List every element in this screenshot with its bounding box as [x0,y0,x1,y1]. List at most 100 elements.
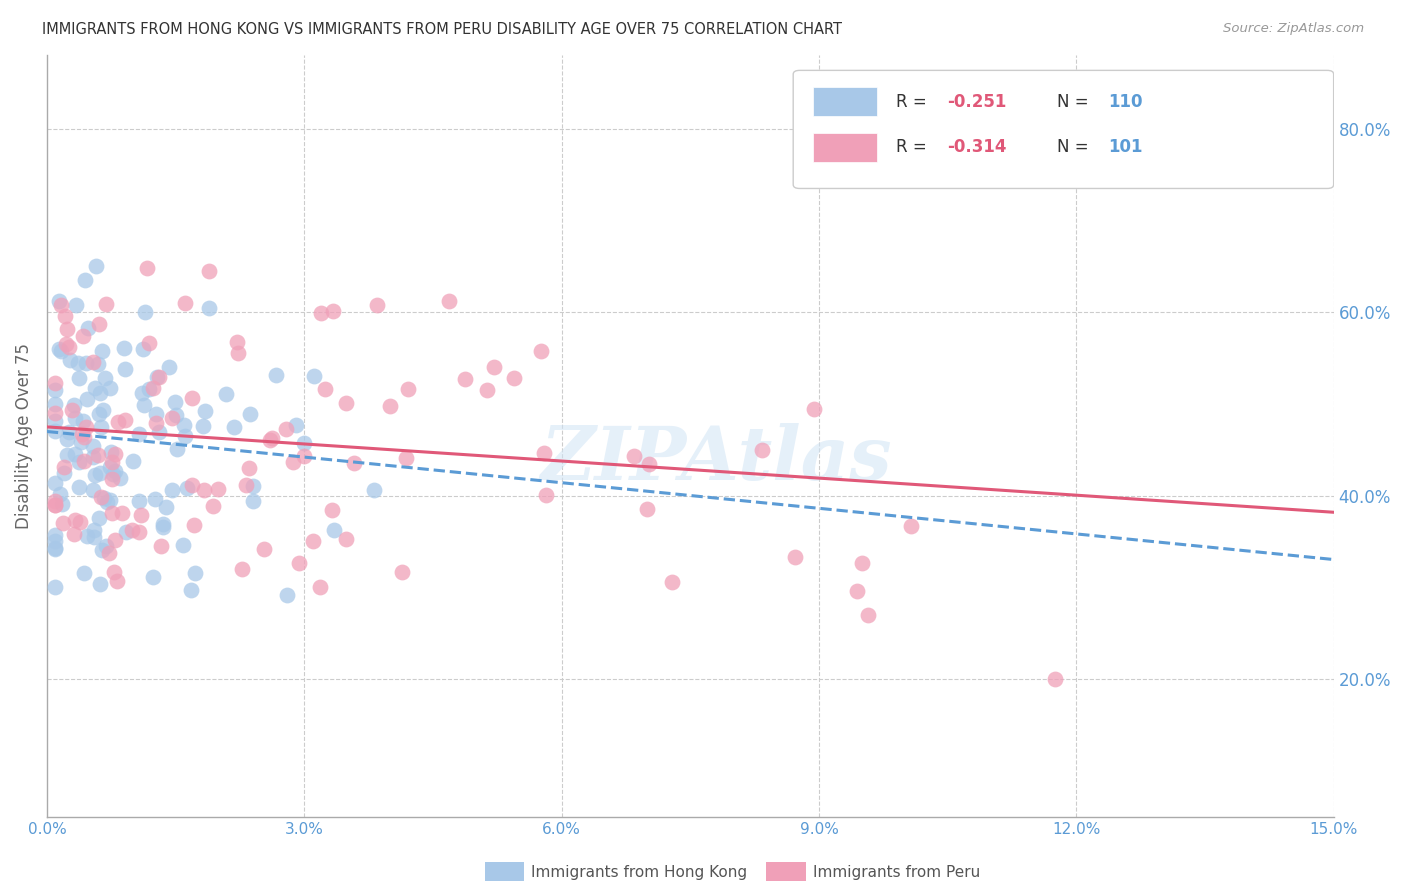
Point [73,273,96,287]
Point [266,368,288,382]
Point [44,528,66,542]
Point [82,439,104,453]
Point [172,538,194,552]
Point [301,534,323,549]
Point [82,483,104,497]
Point [87,357,110,371]
Point [396,382,419,396]
Point [44,376,66,391]
Point [114,525,136,540]
Point [162,483,184,498]
Point [100,445,122,459]
Point [87,510,110,524]
Point [107,416,129,430]
Point [75,419,97,434]
Point [86,260,108,274]
Point [292,449,315,463]
Point [638,457,661,471]
Point [100,507,122,521]
Point [900,519,922,533]
Point [44,580,66,594]
Point [44,499,66,513]
FancyBboxPatch shape [813,133,877,161]
Point [215,387,238,401]
Point [363,483,385,497]
Text: 101: 101 [1108,138,1143,156]
Point [231,562,253,576]
Point [366,298,388,312]
Point [90,542,112,557]
Point [89,466,111,480]
Point [530,343,553,358]
Point [101,472,124,486]
Point [58,425,80,439]
Point [198,264,221,278]
Point [72,414,94,428]
Point [152,516,174,531]
Point [623,449,645,463]
Point [112,342,135,356]
Point [63,513,86,527]
Point [67,370,90,384]
Point [314,382,336,396]
Point [173,417,195,432]
Point [89,576,111,591]
Point [259,434,281,448]
Point [96,539,118,553]
Point [100,460,122,475]
Point [48,294,70,309]
Point [87,317,110,331]
Point [163,395,186,409]
Point [44,424,66,438]
Point [180,391,202,405]
Point [65,298,87,312]
Point [174,429,197,443]
Point [128,494,150,508]
Point [292,436,315,450]
Point [321,503,343,517]
Point [103,447,125,461]
Point [856,607,879,622]
Point [51,298,73,312]
FancyBboxPatch shape [793,70,1334,188]
Point [82,355,104,369]
Point [90,420,112,434]
Point [131,386,153,401]
Point [166,442,188,456]
Y-axis label: Disability Age Over 75: Disability Age Over 75 [15,343,32,529]
Point [105,574,128,588]
Point [67,455,90,469]
Point [87,448,110,462]
Point [323,523,346,537]
Text: IMMIGRANTS FROM HONG KONG VS IMMIGRANTS FROM PERU DISABILITY AGE OVER 75 CORRELA: IMMIGRANTS FROM HONG KONG VS IMMIGRANTS … [42,22,842,37]
Point [91,344,114,359]
Point [63,411,86,425]
Point [148,369,170,384]
Point [475,383,498,397]
Point [52,460,75,475]
Point [803,401,825,416]
Point [322,304,344,318]
Point [183,566,205,580]
Point [44,533,66,548]
Point [48,487,70,501]
Point [83,467,105,482]
Text: Immigrants from Peru: Immigrants from Peru [813,865,980,880]
Point [284,418,307,433]
Point [44,406,66,420]
Point [66,356,89,370]
Point [53,310,76,324]
Point [380,399,402,413]
Point [751,443,773,458]
Point [145,407,167,421]
Point [56,448,79,462]
Point [226,334,249,349]
Point [148,425,170,439]
Point [283,455,305,469]
Point [439,293,461,308]
Text: 110: 110 [1108,93,1143,111]
Point [83,523,105,537]
Point [52,466,75,480]
Point [309,306,332,320]
Point [96,495,118,509]
